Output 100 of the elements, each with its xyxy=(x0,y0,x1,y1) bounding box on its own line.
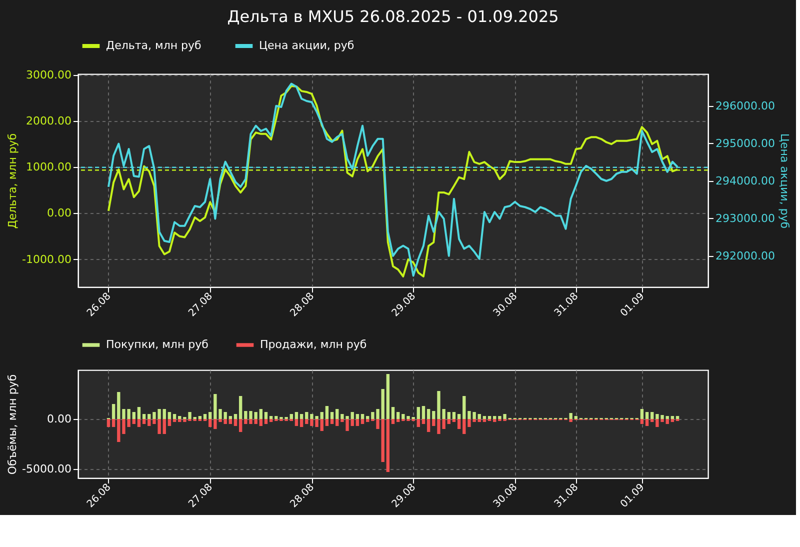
bar xyxy=(208,419,212,427)
bar xyxy=(259,409,263,419)
bar xyxy=(178,416,182,419)
bar xyxy=(574,416,578,419)
bar xyxy=(132,419,136,424)
bar xyxy=(416,407,420,419)
bar xyxy=(426,419,430,432)
bar xyxy=(670,416,674,419)
bar xyxy=(478,414,481,419)
bar xyxy=(416,419,420,427)
bar xyxy=(670,419,674,422)
y2-tick-label: 293000.00 xyxy=(716,212,775,225)
bar xyxy=(325,406,329,419)
bar xyxy=(117,419,120,442)
bar xyxy=(330,412,334,419)
bar xyxy=(650,412,654,419)
bar xyxy=(178,419,182,422)
bar xyxy=(198,416,202,419)
bar xyxy=(360,419,364,424)
y-tick-label: 1000.00 xyxy=(26,160,72,174)
bar xyxy=(112,419,116,427)
bar xyxy=(447,412,450,419)
bar xyxy=(330,419,334,424)
bar xyxy=(132,412,136,419)
bar xyxy=(234,419,238,426)
bar xyxy=(336,419,339,426)
bar xyxy=(238,419,242,432)
bar xyxy=(366,419,370,422)
bar xyxy=(396,412,400,419)
legend-label: Цена акции, руб xyxy=(259,39,354,52)
bar xyxy=(452,419,456,422)
bar xyxy=(391,407,395,419)
bar xyxy=(478,419,481,422)
y2-tick-label: 292000.00 xyxy=(716,249,775,262)
bar xyxy=(300,419,304,427)
bar xyxy=(426,409,430,419)
bar xyxy=(168,412,172,419)
bar xyxy=(391,419,395,424)
y-tick-label: -5000.00 xyxy=(22,462,72,476)
bar xyxy=(350,419,354,426)
bar xyxy=(350,412,354,419)
legend-label: Продажи, млн руб xyxy=(260,338,367,351)
bar xyxy=(238,396,242,419)
bar xyxy=(666,419,669,424)
bar xyxy=(386,419,390,472)
bar xyxy=(457,414,461,419)
bar xyxy=(300,414,304,419)
bar xyxy=(366,416,370,419)
y-axis-title: Дельта, млн руб xyxy=(6,133,20,229)
bar xyxy=(294,412,298,419)
bar xyxy=(386,374,390,419)
bar xyxy=(305,419,308,424)
bar xyxy=(356,419,360,426)
bar xyxy=(452,412,456,419)
bar xyxy=(640,409,644,419)
bar xyxy=(482,419,486,422)
bar xyxy=(117,392,120,419)
y-tick-label: -1000.00 xyxy=(22,252,72,266)
bar xyxy=(148,419,151,426)
bar xyxy=(142,414,146,419)
bar xyxy=(396,419,400,422)
bar xyxy=(336,409,339,419)
bar xyxy=(493,419,496,422)
bar xyxy=(493,416,496,419)
bar xyxy=(650,419,654,422)
y2-tick-label: 294000.00 xyxy=(716,174,775,188)
bar xyxy=(203,414,207,419)
bar xyxy=(274,416,278,419)
bar xyxy=(422,419,426,424)
y2-axis-title: Цена акции, руб xyxy=(778,133,791,229)
bar xyxy=(228,419,232,424)
bar xyxy=(645,419,649,426)
bar xyxy=(320,419,324,431)
bar xyxy=(645,412,649,419)
bar xyxy=(488,416,492,419)
bar xyxy=(172,414,176,419)
bar xyxy=(360,414,364,419)
bar xyxy=(168,419,172,426)
bar xyxy=(137,419,141,427)
bar xyxy=(172,419,176,422)
chart-title: Дельта в MXU5 26.08.2025 - 01.09.2025 xyxy=(227,7,559,26)
bar xyxy=(666,416,669,419)
y2-tick-label: 295000.00 xyxy=(716,136,775,150)
bar xyxy=(264,419,268,424)
bar xyxy=(462,419,466,434)
bar xyxy=(137,407,141,419)
bar xyxy=(259,419,263,426)
bar xyxy=(290,414,293,419)
legend-label: Дельта, млн руб xyxy=(106,39,202,52)
bar xyxy=(447,419,450,424)
legend-label: Покупки, млн руб xyxy=(106,338,209,351)
bar xyxy=(305,412,308,419)
bar xyxy=(208,412,212,419)
bar xyxy=(320,412,324,419)
bar xyxy=(422,406,426,419)
y-tick-label: 3000.00 xyxy=(26,68,72,82)
bar xyxy=(162,409,166,419)
y-tick-label: 0.00 xyxy=(47,206,72,220)
y2-tick-label: 296000.00 xyxy=(716,99,775,112)
y-tick-label: 0.00 xyxy=(47,412,72,426)
